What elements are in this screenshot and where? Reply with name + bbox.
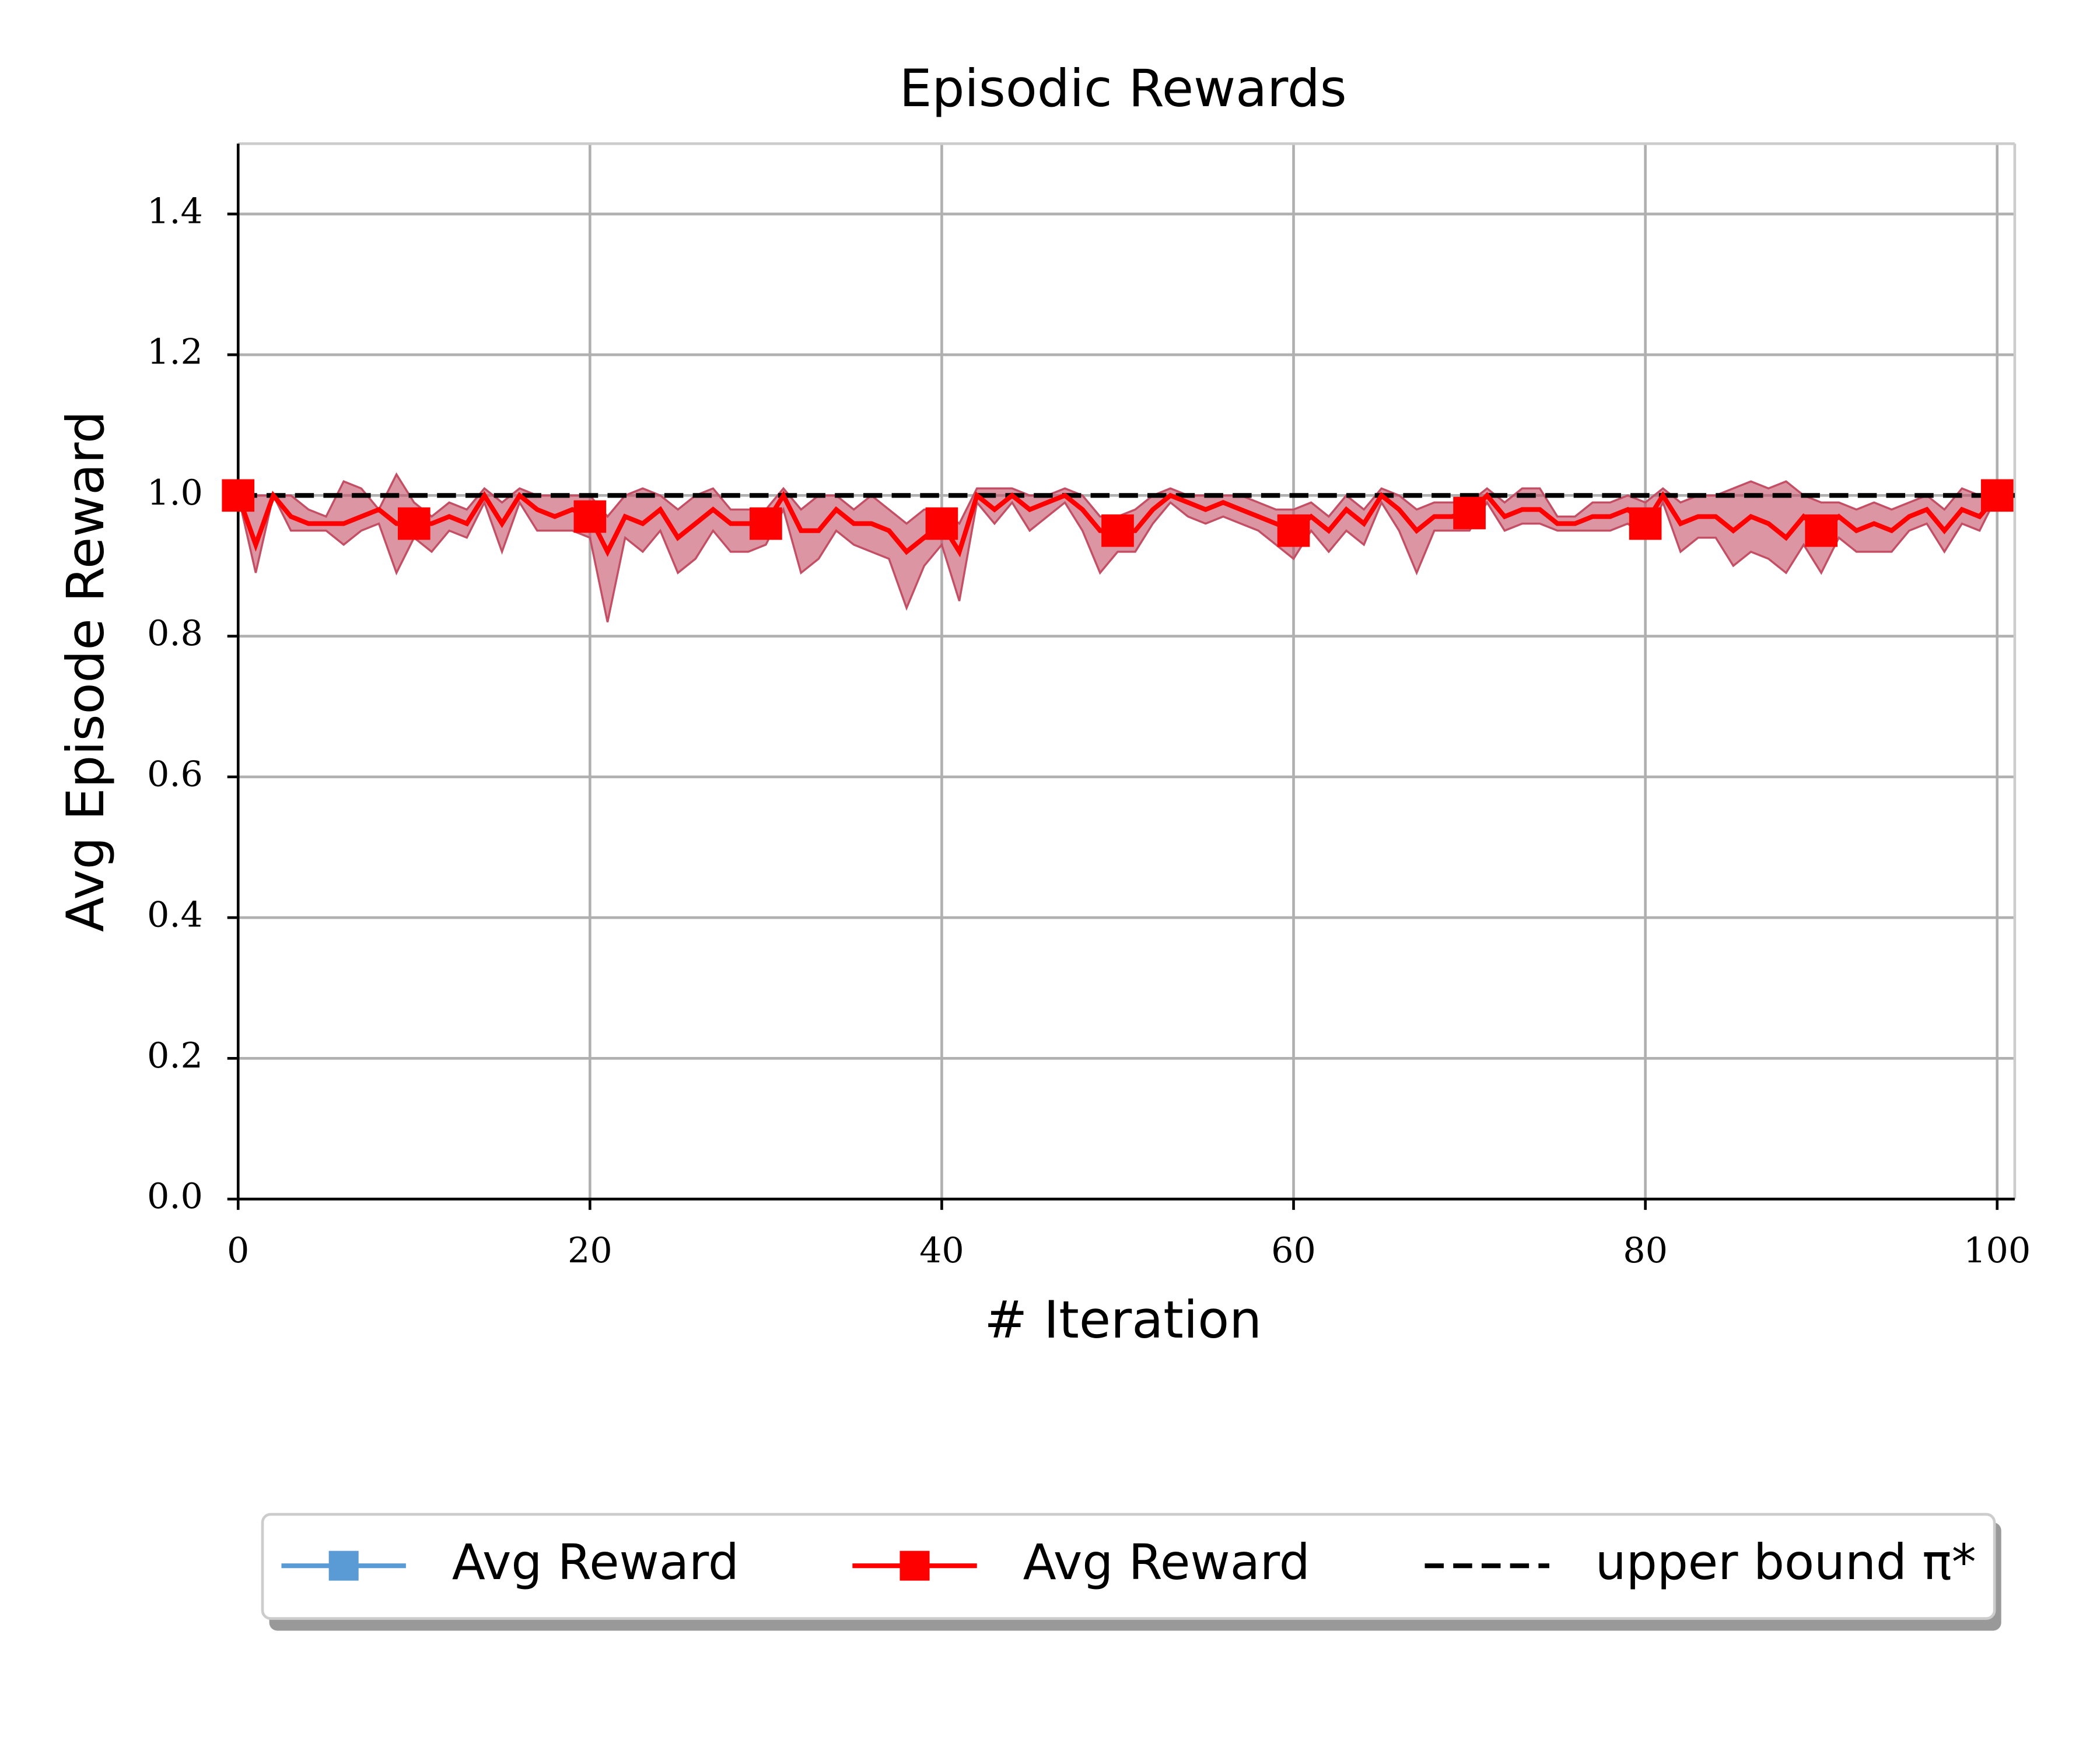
legend-marker [900,1550,930,1581]
marker [1277,514,1310,547]
marker [1629,507,1662,540]
x-axis-label: # Iteration [984,1290,1262,1350]
x-tick-label: 0 [227,1230,249,1271]
chart-title: Episodic Rewards [900,58,1347,118]
y-tick-label: 0.0 [147,1176,203,1217]
marker [1980,479,2014,512]
legend-label: Avg Reward [1023,1534,1310,1591]
y-tick-label: 0.6 [147,754,203,794]
marker [1453,496,1486,530]
legend-label: upper bound π* [1595,1534,1976,1591]
marker [222,479,255,512]
marker [1101,514,1134,547]
y-axis-label: Avg Episode Reward [55,411,116,932]
legend: Avg Reward Avg Reward upper bound π* [261,1513,2001,1631]
legend-label: Avg Reward [452,1534,739,1591]
marker [397,507,430,540]
marker [925,507,958,540]
y-tick-label: 0.8 [147,613,203,654]
x-tick-label: 40 [919,1230,964,1271]
x-tick-label: 60 [1271,1230,1316,1271]
y-tick-label: 1.4 [147,191,203,232]
marker [1805,514,1838,547]
marker [573,500,607,533]
y-tick-label: 1.0 [147,473,203,513]
legend-box [261,1513,1996,1620]
y-tick-label: 1.2 [147,332,203,373]
x-tick-label: 80 [1623,1230,1668,1271]
y-tick-label: 0.4 [147,895,203,936]
x-tick-label: 100 [1964,1230,2031,1271]
x-tick-label: 20 [568,1230,612,1271]
y-tick-label: 0.2 [147,1035,203,1076]
marker [750,507,782,540]
legend-marker [328,1550,359,1581]
